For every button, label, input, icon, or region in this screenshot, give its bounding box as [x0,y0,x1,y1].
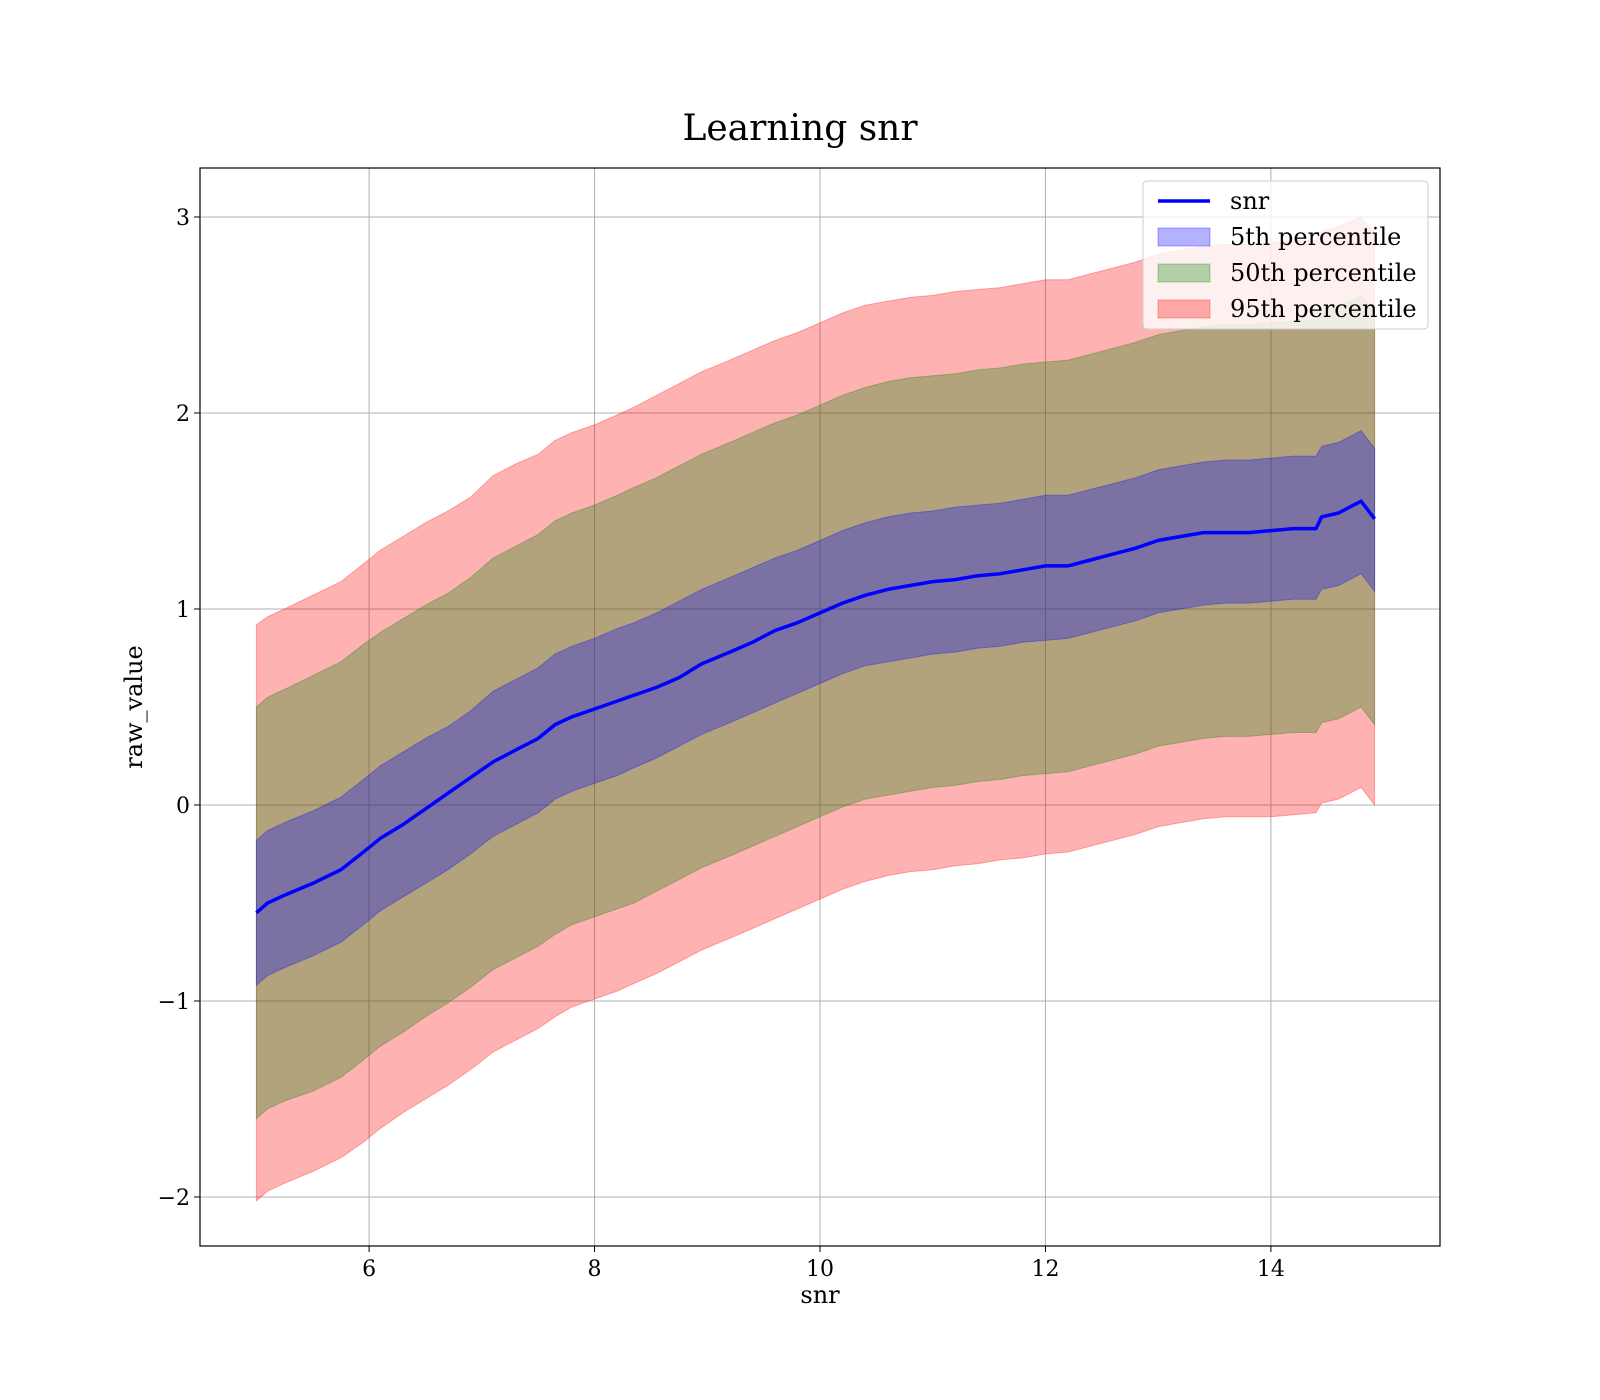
percentile-bands [255,216,1376,1203]
legend: snr 5th percentile 50th percentile 95th per… [1142,180,1429,330]
x-axis-label: snr [800,1281,840,1309]
legend-box [1142,180,1429,330]
y-axis-label: raw_value [120,645,148,769]
legend-label: snr [1230,187,1270,215]
y-tick-label: 2 [176,402,190,427]
x-tick-label: 14 [1257,1257,1285,1282]
y-tick-label: 3 [176,206,190,231]
y-tick-label: 1 [176,598,190,623]
y-tick-label: −2 [158,1186,190,1211]
legend-swatch-50th-percentile [1157,263,1211,283]
band-95th-percentile [255,216,1376,1203]
band-5th-percentile [255,429,1376,987]
series-line-snr [255,499,1376,915]
y-axis-ticks: −2 −1 0 1 2 3 [158,206,200,1211]
legend-swatch-95th-percentile [1157,299,1211,319]
x-tick-label: 6 [362,1257,376,1282]
x-axis-ticks: 6 8 10 12 14 [362,1246,1285,1282]
band-50th-percentile [255,294,1376,1120]
legend-label: 5th percentile [1230,223,1401,251]
chart-title: Learning snr [682,108,918,149]
legend-label: 50th percentile [1230,259,1417,287]
legend-label: 95th percentile [1230,295,1417,323]
x-tick-label: 8 [588,1257,602,1282]
x-tick-label: 10 [806,1257,834,1282]
x-tick-label: 12 [1031,1257,1059,1282]
y-tick-label: 0 [176,794,190,819]
series-lines [255,499,1376,915]
y-tick-label: −1 [158,990,190,1015]
legend-swatch-5th-percentile [1157,227,1211,247]
grid [200,168,1440,1246]
